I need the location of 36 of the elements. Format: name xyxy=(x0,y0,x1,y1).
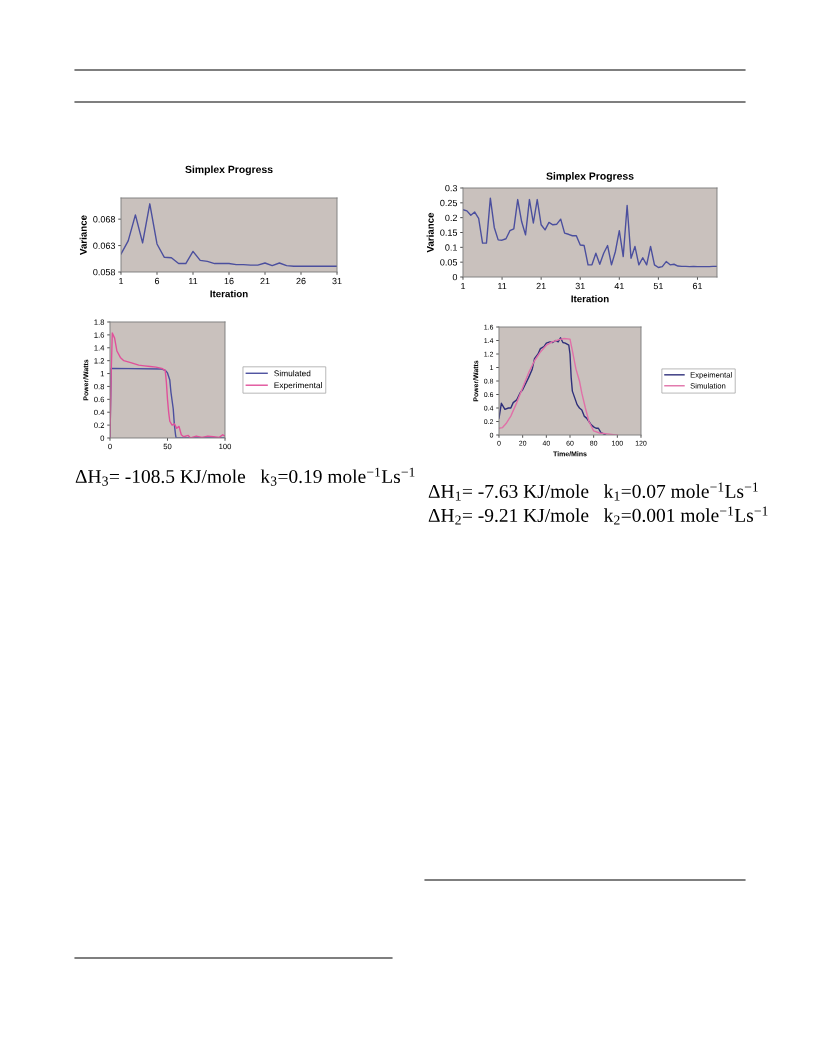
text: ΔH$_{1}$= -7.63 KJ/mole k$_{1}$=0.07 mole$^{−1}$Ls$^{−1}$ xyxy=(428,482,758,501)
x-tick-label: 31 xyxy=(332,277,342,285)
x-tick-label: 51 xyxy=(653,282,663,290)
y-tick-label: 0.1 xyxy=(445,244,458,251)
y-axis-title: Variance xyxy=(79,215,87,255)
x-tick-label: 6 xyxy=(154,277,160,285)
chart-title: Simplex Progress xyxy=(546,172,634,182)
legend-label: Simulated xyxy=(274,370,311,377)
x-tick-label: 16 xyxy=(224,277,234,285)
x-tick-label: 1 xyxy=(461,282,466,290)
x-tick-label: 11 xyxy=(189,277,198,285)
text: ΔH$_{2}$= -9.21 KJ/mole k$_{2}$=0.001 mole$^{−1}$Ls$^{−1}$ xyxy=(428,506,768,525)
line-series xyxy=(121,203,337,267)
x-axis-title: Iteration xyxy=(571,295,609,303)
y-tick-label: 0.3 xyxy=(445,184,458,192)
line-series xyxy=(463,197,717,269)
y-tick-label: 0.15 xyxy=(440,229,458,236)
x-tick-label: 21 xyxy=(260,277,270,285)
y-tick-label: 0.068 xyxy=(93,216,116,223)
y-tick-label: 0.063 xyxy=(93,242,116,249)
x-tick-label: 61 xyxy=(692,282,703,290)
y-axis-title: Variance xyxy=(426,212,434,253)
x-tick-label: 31 xyxy=(575,282,585,290)
x-tick-label: 21 xyxy=(536,282,546,290)
y-tick-label: 0.05 xyxy=(440,259,458,266)
y-tick-label: 0.25 xyxy=(440,199,458,207)
text: ΔH$_{3}$= -108.5 KJ/mole k$_{3}$=0.19 mole$^{−1}$Ls$^{−1}$ xyxy=(75,467,415,486)
x-tick-label: 11 xyxy=(498,282,507,290)
x-tick-label: 1 xyxy=(119,277,124,285)
x-tick-label: 26 xyxy=(296,277,306,285)
chart-title: Simplex Progress xyxy=(185,165,273,176)
x-tick-label: 41 xyxy=(614,282,624,290)
y-tick-label: 0.2 xyxy=(445,214,457,222)
x-axis-title: Iteration xyxy=(210,290,248,298)
legend-label: Experimental xyxy=(274,382,322,390)
y-tick-label: 0.058 xyxy=(93,268,116,276)
